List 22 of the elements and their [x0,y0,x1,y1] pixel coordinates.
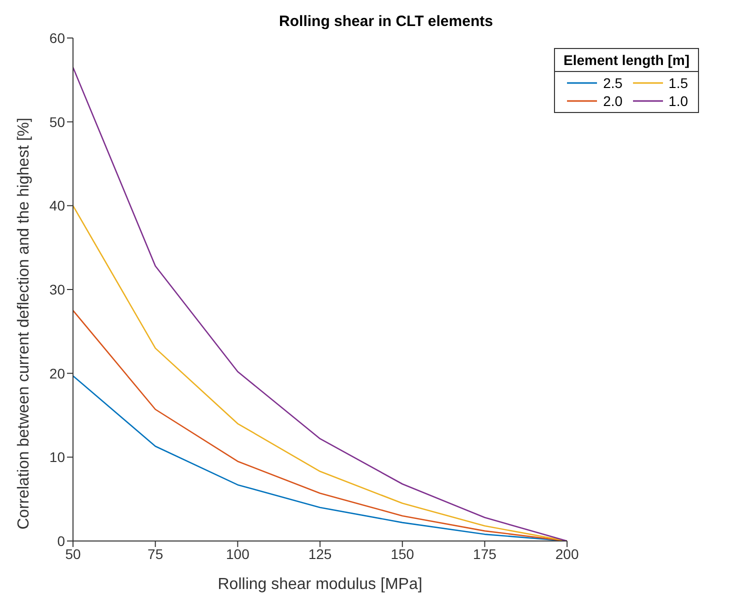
y-tick-label: 50 [49,114,66,130]
x-tick-label: 50 [65,546,81,562]
x-tick-label: 75 [148,546,164,562]
y-tick-label: 20 [49,365,66,382]
y-tick-label: 0 [57,532,66,549]
x-tick-label: 200 [555,546,579,562]
y-tick-label: 10 [49,449,66,466]
x-tick-label: 175 [473,546,497,562]
y-tick-label: 40 [49,198,66,214]
y-tick-label: 30 [49,281,66,298]
legend-label: 1.5 [668,75,688,91]
y-axis-title: Correlation between current deflection and the highest [%] [16,118,33,530]
x-tick-label: 125 [308,546,332,562]
legend-title: Element length [m] [555,49,698,72]
x-tick-label: 100 [226,546,250,562]
legend-label: 2.5 [603,75,623,91]
legend-label: 2.0 [603,93,623,109]
x-tick-label: 150 [390,546,414,562]
chart-title: Rolling shear in CLT elements [279,13,493,30]
legend-label: 1.0 [668,93,688,109]
x-axis-title: Rolling shear modulus [MPa] [218,576,422,593]
y-tick-label: 60 [49,30,66,46]
